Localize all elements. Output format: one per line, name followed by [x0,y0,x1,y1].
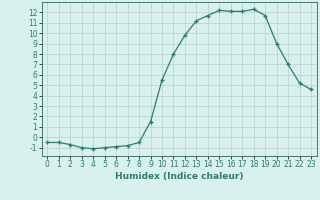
X-axis label: Humidex (Indice chaleur): Humidex (Indice chaleur) [115,172,244,181]
